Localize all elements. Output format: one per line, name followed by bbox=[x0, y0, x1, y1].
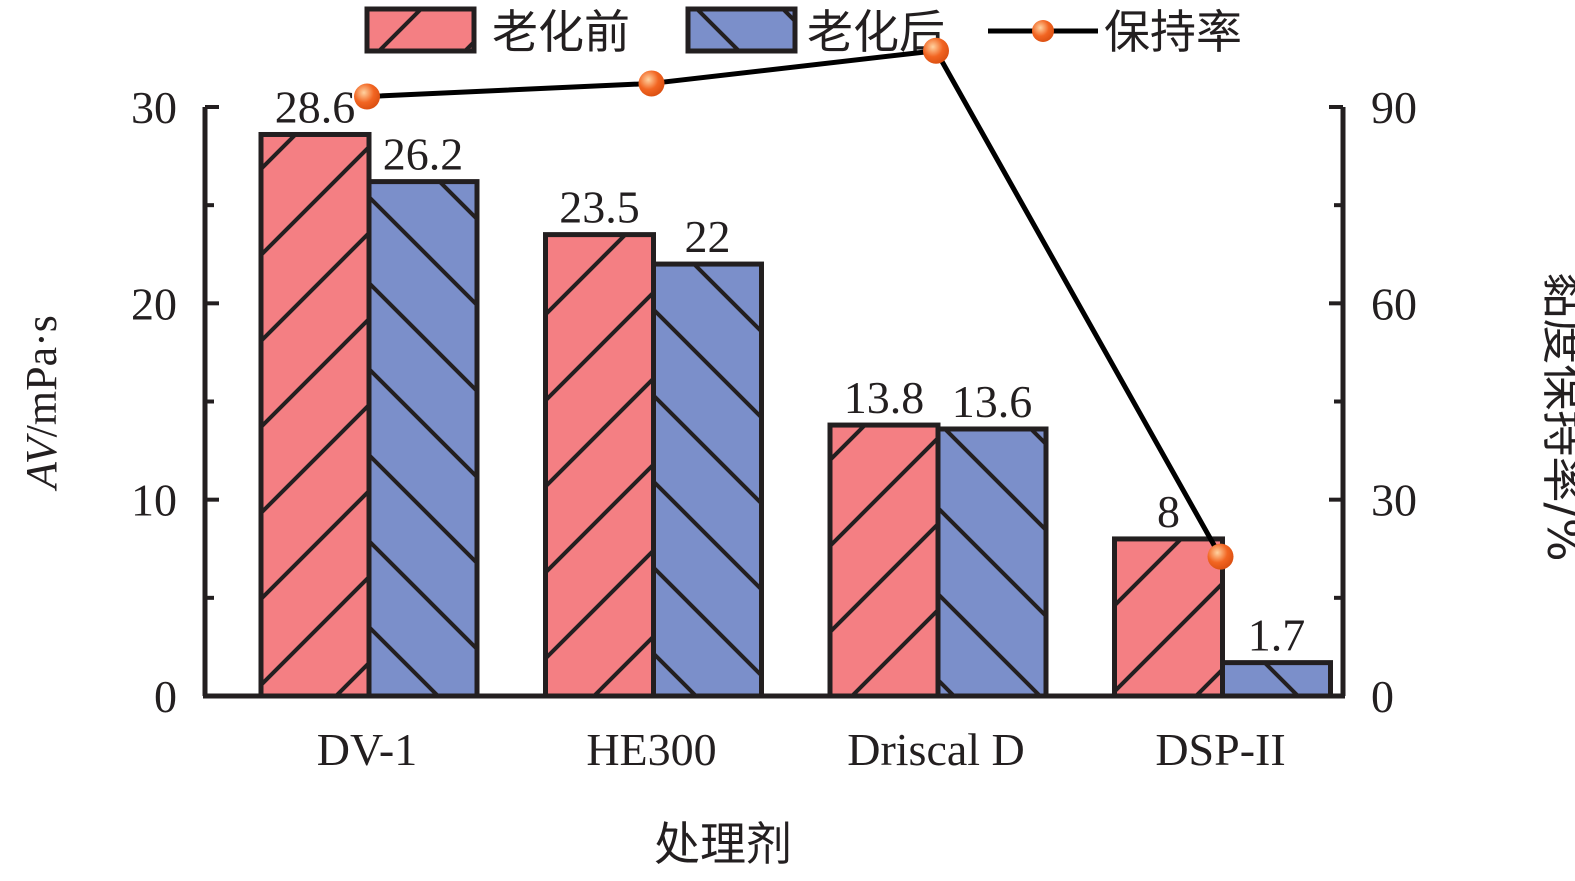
legend-swatch-before bbox=[364, 6, 477, 54]
legend: 老化前 老化后 保持率 bbox=[364, 5, 1242, 59]
y-axis-title-italic: AV bbox=[17, 432, 66, 492]
y2-tick-label: 90 bbox=[1371, 82, 1417, 133]
x-tick-label: DSP-II bbox=[1155, 724, 1285, 775]
legend-marker-sample bbox=[1032, 20, 1054, 42]
legend-label-before: 老化前 bbox=[492, 5, 630, 59]
bar-value-label: 22 bbox=[685, 211, 731, 262]
bar-value-label: 23.5 bbox=[559, 182, 640, 233]
bar-value-label: 13.6 bbox=[952, 376, 1033, 427]
retention-marker bbox=[923, 37, 949, 64]
bar-after bbox=[366, 179, 480, 699]
y2-tick-label: 0 bbox=[1371, 671, 1394, 722]
legend-swatch-after bbox=[685, 6, 798, 54]
retention-marker bbox=[1207, 543, 1234, 570]
bar-before bbox=[827, 422, 941, 699]
y-tick-label: 10 bbox=[131, 475, 177, 526]
bar-after bbox=[651, 261, 764, 699]
y-tick-label: 30 bbox=[131, 82, 177, 133]
y-tick-label: 20 bbox=[131, 278, 177, 329]
y-tick-label: 0 bbox=[154, 671, 177, 722]
bar-after bbox=[1220, 660, 1333, 699]
retention-marker bbox=[638, 70, 665, 97]
bar-value-label: 28.6 bbox=[275, 81, 356, 132]
retention-marker bbox=[354, 83, 380, 110]
bar-value-label: 26.2 bbox=[383, 129, 464, 180]
y2-axis-title: 黏度保持率/% bbox=[1537, 272, 1575, 561]
bar-value-label: 1.7 bbox=[1248, 610, 1306, 661]
x-tick-label: Driscal D bbox=[847, 724, 1025, 775]
x-tick-label: HE300 bbox=[586, 724, 716, 775]
bar-before bbox=[543, 232, 656, 699]
x-tick-label: DV-1 bbox=[317, 724, 418, 775]
bar-before bbox=[258, 131, 372, 699]
bar-before bbox=[1112, 536, 1225, 699]
bar-after bbox=[935, 426, 1049, 699]
x-axis-title: 处理剂 bbox=[654, 817, 792, 871]
plot-area: 0 10 20 30 0 30 60 90 28.6 26.2 DV-1 23.5 22 HE300 13.… bbox=[131, 37, 1417, 775]
y2-tick-label: 30 bbox=[1371, 475, 1417, 526]
bar-value-label: 13.8 bbox=[844, 372, 925, 423]
y-axis-title: AV/mPa·s bbox=[17, 315, 66, 492]
bar-value-label: 8 bbox=[1157, 486, 1180, 537]
retention-line bbox=[366, 48, 1223, 558]
y-axis-title-unit: /mPa·s bbox=[17, 315, 66, 437]
y2-tick-label: 60 bbox=[1371, 278, 1417, 329]
legend-label-retention: 保持率 bbox=[1104, 5, 1242, 59]
